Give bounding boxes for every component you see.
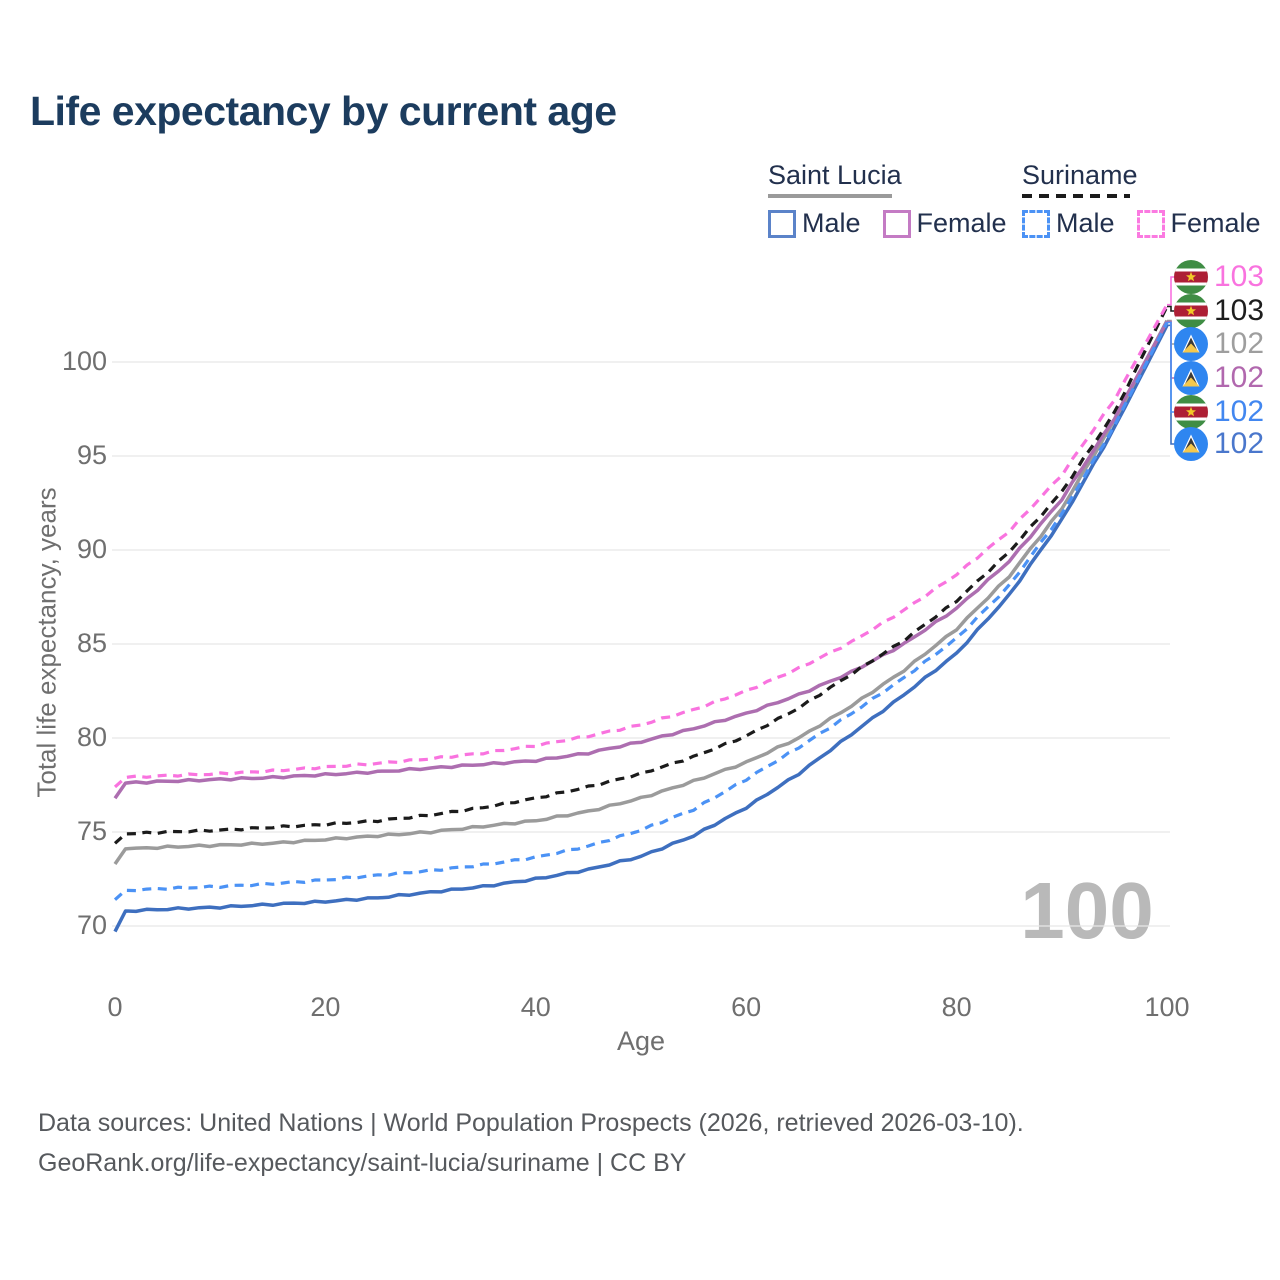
end-label-value: 102 bbox=[1214, 361, 1265, 394]
end-label-row-suriname-female[interactable]: 103 bbox=[1174, 259, 1264, 295]
saint-lucia-flag-icon bbox=[1174, 361, 1208, 395]
end-label-row-suriname-both[interactable]: 103 bbox=[1174, 293, 1264, 329]
end-label-value: 103 bbox=[1214, 294, 1265, 327]
legend-header-suriname: Suriname bbox=[1022, 160, 1138, 190]
y-tick-75: 75 bbox=[76, 816, 107, 846]
x-tick-60: 60 bbox=[731, 992, 762, 1022]
footer-attribution: GeoRank.org/life-expectancy/saint-lucia/… bbox=[38, 1149, 687, 1177]
y-tick-100: 100 bbox=[61, 346, 107, 376]
legend-group-suriname: Suriname Male Female bbox=[1022, 160, 1261, 239]
series-line-suriname-female bbox=[113, 303, 1169, 789]
end-label-value: 103 bbox=[1214, 260, 1265, 293]
y-tick-90: 90 bbox=[76, 534, 107, 564]
x-tick-100: 100 bbox=[1144, 992, 1190, 1022]
series-line-saint-lucia-male bbox=[113, 324, 1169, 933]
legend-swatch-saint-lucia-female[interactable] bbox=[882, 209, 911, 238]
end-label-value: 102 bbox=[1214, 427, 1265, 460]
x-tick-0: 0 bbox=[107, 992, 123, 1022]
end-label-value: 102 bbox=[1214, 395, 1265, 428]
legend-header-saint-lucia: Saint Lucia bbox=[768, 160, 902, 190]
saint-lucia-flag-icon bbox=[1174, 427, 1208, 461]
legend-swatch-saint-lucia-male[interactable] bbox=[768, 209, 796, 238]
series-line-suriname-both bbox=[113, 305, 1169, 845]
age-counter-watermark: 100 bbox=[1020, 866, 1154, 955]
legend-group-saint-lucia: Saint Lucia Male Female bbox=[768, 160, 1007, 239]
y-tick-80: 80 bbox=[76, 722, 107, 752]
series-line-saint-lucia-female bbox=[113, 320, 1169, 800]
saint-lucia-flag-icon bbox=[1174, 327, 1208, 361]
end-label-value: 102 bbox=[1214, 327, 1265, 360]
end-label-row-suriname-male[interactable]: 102 bbox=[1174, 394, 1264, 430]
x-axis-title: Age bbox=[616, 1026, 666, 1056]
x-tick-80: 80 bbox=[941, 992, 972, 1022]
x-tick-20: 20 bbox=[310, 992, 341, 1022]
legend-swatch-suriname-male[interactable] bbox=[1022, 209, 1050, 238]
legend-label-saint-lucia-male[interactable]: Male bbox=[802, 208, 861, 238]
y-axis-title: Total life expectancy, years bbox=[31, 487, 62, 798]
legend-swatch-suriname-female[interactable] bbox=[1136, 209, 1165, 238]
y-tick-95: 95 bbox=[76, 440, 107, 470]
x-tick-40: 40 bbox=[520, 992, 551, 1022]
y-tick-85: 85 bbox=[76, 628, 107, 658]
series-line-saint-lucia-both bbox=[113, 319, 1169, 865]
series-line-suriname-male bbox=[113, 321, 1169, 901]
legend-label-saint-lucia-female[interactable]: Female bbox=[916, 208, 1007, 238]
footer: Data sources: United Nations | World Pop… bbox=[38, 1103, 1024, 1183]
legend-line-sample-solid bbox=[768, 194, 892, 198]
end-label-row-saint-lucia-both[interactable]: 102 bbox=[1174, 326, 1264, 362]
suriname-flag-icon bbox=[1174, 395, 1208, 429]
page-title: Life expectancy by current age bbox=[30, 88, 617, 134]
legend-label-suriname-male[interactable]: Male bbox=[1056, 208, 1115, 238]
suriname-flag-icon bbox=[1174, 294, 1208, 328]
end-label-row-saint-lucia-female[interactable]: 102 bbox=[1174, 360, 1264, 396]
end-label-row-saint-lucia-male[interactable]: 102 bbox=[1174, 426, 1264, 462]
y-tick-70: 70 bbox=[76, 910, 107, 940]
legend-label-suriname-female[interactable]: Female bbox=[1170, 208, 1261, 238]
legend-line-sample-dashed bbox=[1022, 194, 1130, 198]
footer-sources: Data sources: United Nations | World Pop… bbox=[38, 1109, 1024, 1137]
suriname-flag-icon bbox=[1174, 260, 1208, 294]
